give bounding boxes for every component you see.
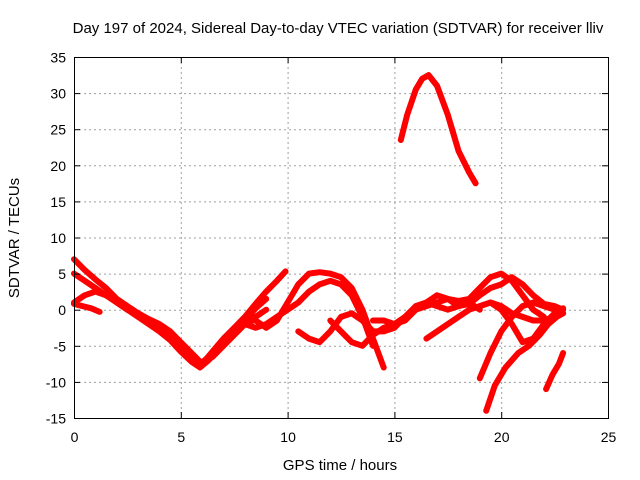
series-arc-11 bbox=[397, 72, 479, 187]
y-tick-label: 10 bbox=[50, 230, 66, 246]
x-tick-label: 10 bbox=[280, 429, 296, 445]
y-tick-label: 25 bbox=[50, 122, 66, 138]
series-arc-7 bbox=[295, 299, 483, 346]
x-axis-label: GPS time / hours bbox=[283, 457, 397, 474]
y-tick-label: 15 bbox=[50, 194, 66, 210]
series-arc-5 bbox=[231, 269, 387, 371]
x-tick-label: 5 bbox=[177, 429, 185, 445]
chart-title: Day 197 of 2024, Sidereal Day-to-day VTE… bbox=[73, 20, 604, 37]
series-arc-9 bbox=[370, 274, 567, 328]
y-tick-label: -10 bbox=[46, 374, 66, 390]
series-arc-12 bbox=[476, 299, 567, 382]
y-tick-label: 5 bbox=[58, 266, 66, 282]
series-arc-14 bbox=[487, 299, 567, 346]
y-tick-label: -5 bbox=[54, 338, 67, 354]
series-layer bbox=[71, 72, 567, 414]
series-arc-6 bbox=[241, 277, 376, 349]
y-tick-label: -15 bbox=[46, 411, 66, 427]
x-tick-label: 25 bbox=[601, 429, 617, 445]
series-arc-4 bbox=[71, 300, 103, 315]
series-arc-1 bbox=[71, 256, 270, 371]
series-arc-3 bbox=[71, 288, 270, 367]
series-arc-15 bbox=[543, 350, 567, 393]
x-tick-label: 20 bbox=[494, 429, 510, 445]
tick-layer: -15 -10 -5 0 5 10 15 20 25 30 35 0 5 10 15 20 25 bbox=[46, 50, 617, 446]
x-tick-label: 15 bbox=[387, 429, 403, 445]
grid-layer bbox=[74, 57, 608, 418]
y-tick-label: 35 bbox=[50, 50, 66, 66]
series-arc-13 bbox=[483, 310, 567, 414]
y-tick-label: 20 bbox=[50, 158, 66, 174]
y-axis-label: SDTVAR / TECUs bbox=[6, 178, 23, 298]
y-tick-label: 0 bbox=[58, 302, 66, 318]
y-tick-label: 30 bbox=[50, 86, 66, 102]
x-tick-label: 0 bbox=[71, 429, 79, 445]
